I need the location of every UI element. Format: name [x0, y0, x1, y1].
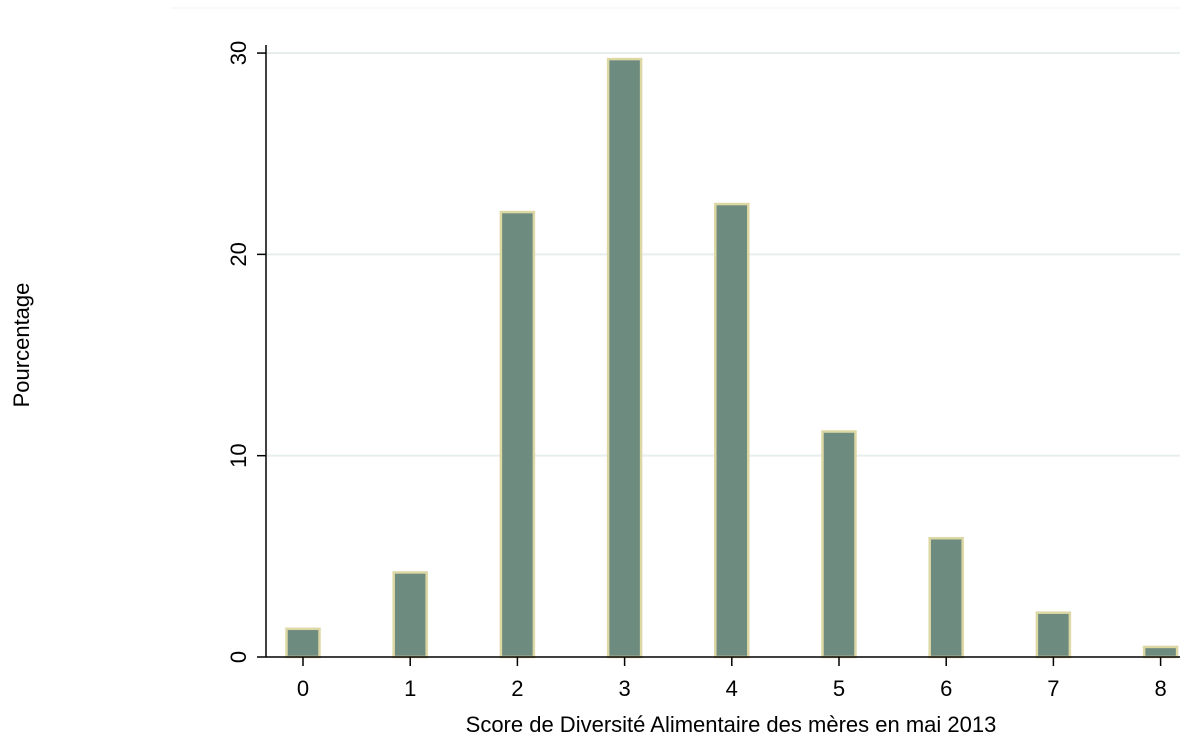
bar-score-7: [1035, 611, 1072, 659]
bar-score-6: [928, 536, 964, 659]
bar-score-2: [499, 210, 536, 659]
y-axis-title: Pourcentage: [9, 283, 34, 408]
axes: [257, 45, 1180, 666]
bar-score-0: [285, 627, 321, 659]
x-tick-label-0: 0: [297, 676, 309, 701]
y-tick-label-10: 10: [226, 443, 251, 467]
x-tick-label-6: 6: [940, 676, 952, 701]
x-tick-label-5: 5: [833, 676, 845, 701]
x-tick-label-2: 2: [511, 676, 523, 701]
x-tick-label-4: 4: [726, 676, 738, 701]
x-axis-title: Score de Diversité Alimentaire des mères…: [466, 712, 997, 737]
bar-score-1: [392, 571, 428, 659]
y-tick-label-30: 30: [226, 41, 251, 65]
x-tick-label-7: 7: [1047, 676, 1059, 701]
tick-labels: 01020300123456789: [226, 41, 1167, 701]
bars: [285, 57, 1179, 659]
x-tick-label-3: 3: [618, 676, 630, 701]
bar-score-5: [821, 430, 857, 659]
x-tick-label-1: 1: [404, 676, 416, 701]
x-tick-label-8: 8: [1154, 676, 1166, 701]
bar-score-3: [606, 57, 643, 659]
bar-score-8: [1142, 645, 1179, 659]
y-tick-label-20: 20: [226, 242, 251, 266]
bar-score-4: [714, 202, 750, 659]
y-tick-label-0: 0: [226, 651, 251, 663]
